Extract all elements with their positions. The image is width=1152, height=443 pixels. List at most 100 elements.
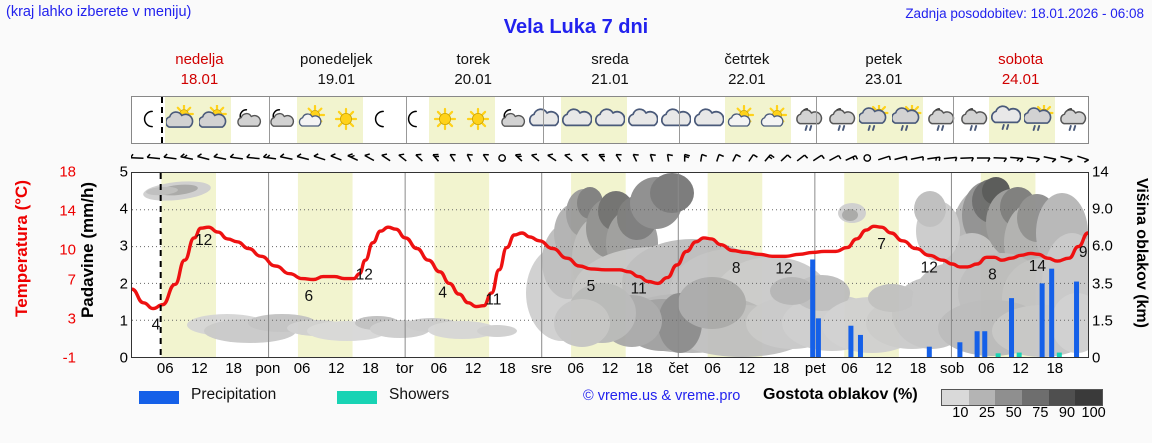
weather-icon-sun-cloud-rain xyxy=(1022,97,1056,143)
temperature-value-label: 8 xyxy=(732,260,741,277)
chart-legend: Precipitation Showers © vreme.us & vreme… xyxy=(131,386,1151,422)
weather-icon-sun-cloud-rain xyxy=(890,97,924,143)
temperature-tick: 3 xyxy=(67,310,76,328)
meteogram-plot: 4 12 6 12 4 11 5 11 8 12 7 12 8 14 9 xyxy=(131,172,1089,358)
precipitation-tick: 1 xyxy=(119,312,128,330)
wind-barb xyxy=(894,155,908,161)
precipitation-bar xyxy=(926,346,932,357)
showers-legend-label: Showers xyxy=(389,386,450,403)
precipitation-bar xyxy=(1049,268,1055,357)
time-tick-06: 06 xyxy=(567,360,585,377)
day-header-5: petek 23.01 xyxy=(815,50,952,92)
precipitation-bar xyxy=(815,318,821,357)
time-tick-18: 18 xyxy=(1046,360,1064,377)
weather-icon-cloud-rain xyxy=(989,97,1023,143)
weather-icon-sun xyxy=(428,97,462,143)
time-tick-18: 18 xyxy=(499,360,516,377)
precipitation-tick: 4 xyxy=(119,200,128,218)
wind-barb xyxy=(213,153,227,160)
ramp-label-100: 100 xyxy=(1081,405,1106,421)
precipitation-bar xyxy=(974,331,980,357)
precipitation-bar xyxy=(982,331,988,357)
temperature-value-label: 4 xyxy=(152,316,161,333)
day-date: 20.01 xyxy=(454,71,492,88)
weather-icon-moon-cloud xyxy=(264,97,297,143)
wind-barb-row xyxy=(131,144,1089,172)
wind-barb xyxy=(764,154,775,162)
cloud-height-tick: 0 xyxy=(1092,349,1101,367)
wind-barb xyxy=(910,156,924,161)
day-separator xyxy=(953,97,955,143)
wind-barb xyxy=(960,156,974,162)
location-hint: (kraj lahko izberete v meniju) xyxy=(6,4,192,20)
wind-barb xyxy=(1043,156,1057,163)
day-date: 23.01 xyxy=(864,71,903,88)
day-name: sobota xyxy=(998,51,1044,68)
wind-barb xyxy=(432,153,440,162)
wind-barb xyxy=(514,153,523,162)
showers-legend-swatch xyxy=(337,391,377,404)
temperature-value-label: 12 xyxy=(195,232,212,249)
day-date: 24.01 xyxy=(1001,71,1040,88)
temperature-value-label: 12 xyxy=(921,259,938,276)
wind-barb xyxy=(863,154,872,162)
day-header-2: torek 20.01 xyxy=(405,50,542,92)
day-header-3: sreda 21.01 xyxy=(542,50,679,92)
time-axis-ticks: 06 12 18 pon 06 12 18 tor 06 12 18 sre 06 12 18 čet 06 12… xyxy=(131,360,1089,380)
precipitation-legend-swatch xyxy=(139,391,179,404)
wind-barb xyxy=(262,153,277,160)
ramp-label-50: 50 xyxy=(1005,405,1022,421)
temperature-value-label: 5 xyxy=(587,278,596,295)
cloud-density-color-ramp xyxy=(941,389,1103,406)
weather-icon-sun-cloud xyxy=(758,97,792,143)
temperature-tick: 7 xyxy=(67,271,76,289)
day-separator xyxy=(679,97,681,143)
page-title: Vela Luka 7 dni xyxy=(503,16,649,38)
day-date: 21.01 xyxy=(591,71,629,88)
weather-icon-sun-cloud xyxy=(725,97,759,143)
precipitation-bar xyxy=(1039,283,1045,357)
temperature-tick: 14 xyxy=(59,202,76,220)
time-tick-tor: tor xyxy=(395,360,414,377)
wind-barb xyxy=(547,153,557,162)
precipitation-bar xyxy=(1016,352,1022,357)
ramp-label-25: 25 xyxy=(978,405,996,421)
time-tick-pet: pet xyxy=(804,360,826,377)
time-tick-sre: sre xyxy=(531,360,552,377)
time-tick-pon: pon xyxy=(255,360,281,377)
day-date: 18.01 xyxy=(180,71,219,88)
day-name: torek xyxy=(456,51,490,68)
day-header-0: nedelja 18.01 xyxy=(131,50,268,92)
weather-icon-moon-cloud-rain xyxy=(824,97,857,143)
time-tick-12: 12 xyxy=(327,360,345,377)
temperature-tick: 18 xyxy=(59,163,76,181)
day-name: nedelja xyxy=(175,51,224,68)
precipitation-axis-ticks: 5 4 3 2 1 0 xyxy=(104,164,128,367)
cloud-height-tick: 3.5 xyxy=(1092,275,1113,293)
copyright-link[interactable]: © vreme.us & vreme.pro xyxy=(583,388,741,404)
weather-icon-moon-cloud-rain xyxy=(956,97,989,143)
wind-barb xyxy=(131,153,144,160)
time-tick-sob: sob xyxy=(940,360,965,377)
weather-icon-moon-cloud xyxy=(231,97,264,143)
wind-barb xyxy=(581,153,589,162)
wind-barb xyxy=(415,153,423,162)
precipitation-bar xyxy=(995,353,1001,357)
wind-barb xyxy=(632,153,639,162)
precipitation-bar xyxy=(1009,298,1015,357)
weather-icon-cloud xyxy=(593,97,627,143)
wind-barb xyxy=(943,156,958,162)
temperature-value-label: 12 xyxy=(775,260,792,277)
last-update-label: Zadnja posodobitev: 18.01.2026 - 06:08 xyxy=(905,6,1144,21)
weather-icon-moon-cloud-rain xyxy=(791,97,824,143)
meteogram-svg: 4 12 6 12 4 11 5 11 8 12 7 12 8 14 9 xyxy=(132,173,1088,357)
temperature-value-label: 11 xyxy=(631,281,647,298)
wind-barb xyxy=(564,153,573,162)
time-tick-12: 12 xyxy=(464,360,482,377)
time-tick-18: 18 xyxy=(635,360,653,377)
weather-icon-row xyxy=(131,96,1089,144)
temperature-axis-ticks: 18 14 10 7 3 -1 xyxy=(42,164,76,367)
wind-barb xyxy=(927,156,941,162)
day-separator xyxy=(542,97,544,143)
day-separator xyxy=(268,97,270,143)
